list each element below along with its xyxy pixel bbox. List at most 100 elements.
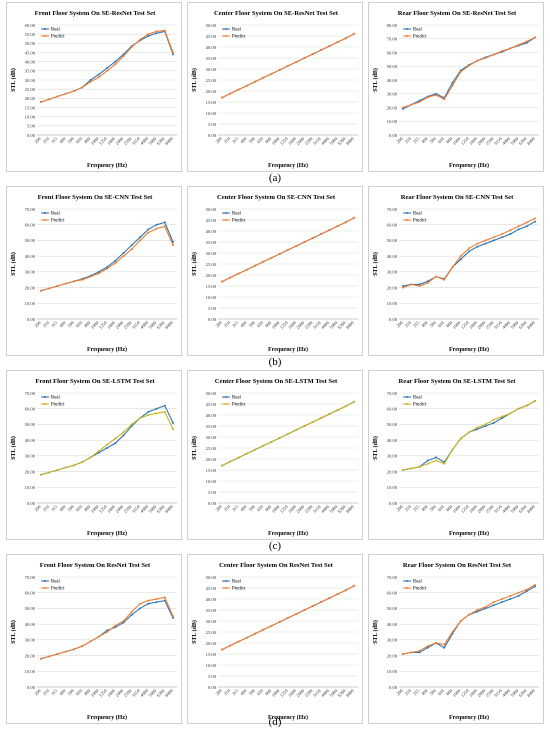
series-line-real — [402, 221, 536, 287]
data-point-predict — [237, 272, 240, 275]
data-point-predict — [221, 280, 223, 283]
y-tick-label: 10.00 — [387, 485, 398, 490]
y-tick-label: 30.00 — [206, 435, 217, 440]
data-point-real — [426, 459, 429, 462]
x-tick-label: 1250 — [279, 320, 289, 330]
data-point-predict — [122, 55, 125, 58]
data-point-real — [534, 585, 536, 588]
x-tick-label: 800 — [264, 688, 273, 697]
x-tick-label: 250 — [42, 504, 51, 513]
y-tick-label: 10.00 — [25, 669, 36, 674]
data-point-predict — [254, 80, 256, 83]
x-tick-label: 5000 — [147, 320, 157, 330]
data-point-predict — [336, 41, 339, 44]
data-point-predict — [97, 272, 100, 275]
x-tick-label: 400 — [239, 136, 248, 145]
data-point-predict — [221, 96, 223, 99]
x-tick-label: 200 — [34, 320, 43, 329]
data-point-real — [147, 35, 150, 37]
data-point-predict — [147, 414, 150, 416]
x-tick-label: 630 — [256, 504, 265, 513]
legend-marker — [44, 219, 46, 221]
series-line-predict — [402, 584, 536, 655]
data-point-predict — [402, 286, 404, 289]
data-point-predict — [451, 266, 454, 269]
x-tick-label: 5000 — [147, 688, 157, 698]
x-tick-label: 6300 — [156, 504, 166, 514]
x-tick-label: 630 — [256, 136, 265, 145]
data-point-predict — [501, 233, 503, 236]
y-tick-label: 10.00 — [25, 485, 36, 490]
y-tick-label: 15.00 — [206, 652, 217, 657]
y-tick-label: 0.00 — [389, 317, 398, 322]
data-point-real — [155, 32, 158, 35]
x-tick-label: 2000 — [476, 504, 486, 514]
y-tick-label: 30.00 — [25, 270, 36, 275]
chart-panel: Center Floor System On SE-LSTM Test Set 0… — [187, 370, 363, 540]
legend-marker — [44, 403, 46, 405]
legend-label: Predict — [413, 403, 427, 408]
data-point-predict — [155, 227, 158, 230]
chart-title: Front Floor System On SE-LSTM Test Set — [35, 378, 155, 385]
x-axis-title: Frequency (Hz) — [268, 530, 308, 537]
data-point-predict — [89, 80, 92, 83]
data-point-predict — [64, 282, 67, 285]
y-tick-label: 30.00 — [387, 454, 398, 459]
data-point-predict — [509, 47, 512, 50]
x-tick-label: 400 — [58, 504, 67, 513]
y-axis-title: STL (dB) — [191, 252, 198, 276]
x-tick-label: 315 — [50, 136, 59, 145]
y-tick-label: 50.00 — [25, 41, 36, 46]
data-point-predict — [139, 417, 141, 420]
data-point-predict — [328, 597, 331, 600]
data-point-predict — [509, 412, 512, 415]
x-tick-label: 5000 — [147, 504, 157, 514]
x-tick-label: 2000 — [295, 688, 305, 698]
data-point-predict — [501, 50, 503, 53]
y-tick-label: 50.00 — [25, 422, 36, 427]
data-point-predict — [254, 264, 256, 267]
chart-panel: Front Floor System On SE-CNN Test Set 0.0… — [6, 186, 182, 356]
data-point-real — [418, 651, 421, 654]
data-point-predict — [97, 450, 100, 453]
y-tick-label: 5.00 — [208, 122, 217, 127]
chart-panel: Rear Floor System On SE-CNN Test Set 0.00… — [368, 186, 544, 356]
y-tick-label: 10.00 — [206, 663, 217, 668]
data-point-predict — [287, 432, 289, 435]
data-point-real — [122, 621, 125, 624]
x-axis-title: Frequency (Hz) — [87, 346, 127, 353]
y-tick-label: 0.00 — [389, 501, 398, 506]
figure-row-a: Front Floor System On SE-ResNet Test Set… — [0, 2, 550, 172]
x-tick-label: 1250 — [279, 688, 289, 698]
legend-label: Predict — [51, 219, 65, 224]
data-point-predict — [402, 653, 404, 655]
data-point-predict — [336, 593, 339, 596]
data-point-predict — [245, 84, 248, 87]
chart-title: Rear Floor System On SE-LSTM Test Set — [399, 378, 517, 385]
legend-label: Predict — [51, 403, 65, 408]
data-point-real — [459, 258, 462, 261]
x-tick-label: 4000 — [320, 136, 330, 146]
x-tick-label: 1600 — [468, 320, 478, 330]
line-chart: Center Floor System On SE-LSTM Test Set 0… — [191, 378, 358, 537]
data-point-predict — [295, 428, 298, 431]
y-tick-label: 30.00 — [25, 454, 36, 459]
data-point-predict — [353, 400, 355, 403]
x-tick-label: 1000 — [90, 136, 100, 146]
data-point-real — [534, 220, 536, 223]
chart-title: Center Floor System On SE-LSTM Test Set — [215, 378, 338, 385]
line-chart: Front Floor System On SE-LSTM Test Set 0.… — [10, 378, 177, 537]
data-point-predict — [492, 53, 495, 56]
data-point-predict — [320, 601, 322, 604]
series-line-predict — [40, 225, 174, 292]
data-point-predict — [492, 418, 495, 421]
x-tick-label: 1000 — [271, 136, 281, 146]
legend-label: Predict — [413, 587, 427, 592]
y-tick-label: 0.00 — [208, 501, 217, 506]
line-chart: Center Floor System On ResNet Test Set 0.… — [191, 562, 358, 721]
x-tick-label: 2000 — [476, 136, 486, 146]
data-point-predict — [48, 471, 51, 474]
data-point-real — [402, 285, 404, 287]
data-point-predict — [229, 276, 232, 279]
data-point-predict — [517, 43, 520, 46]
